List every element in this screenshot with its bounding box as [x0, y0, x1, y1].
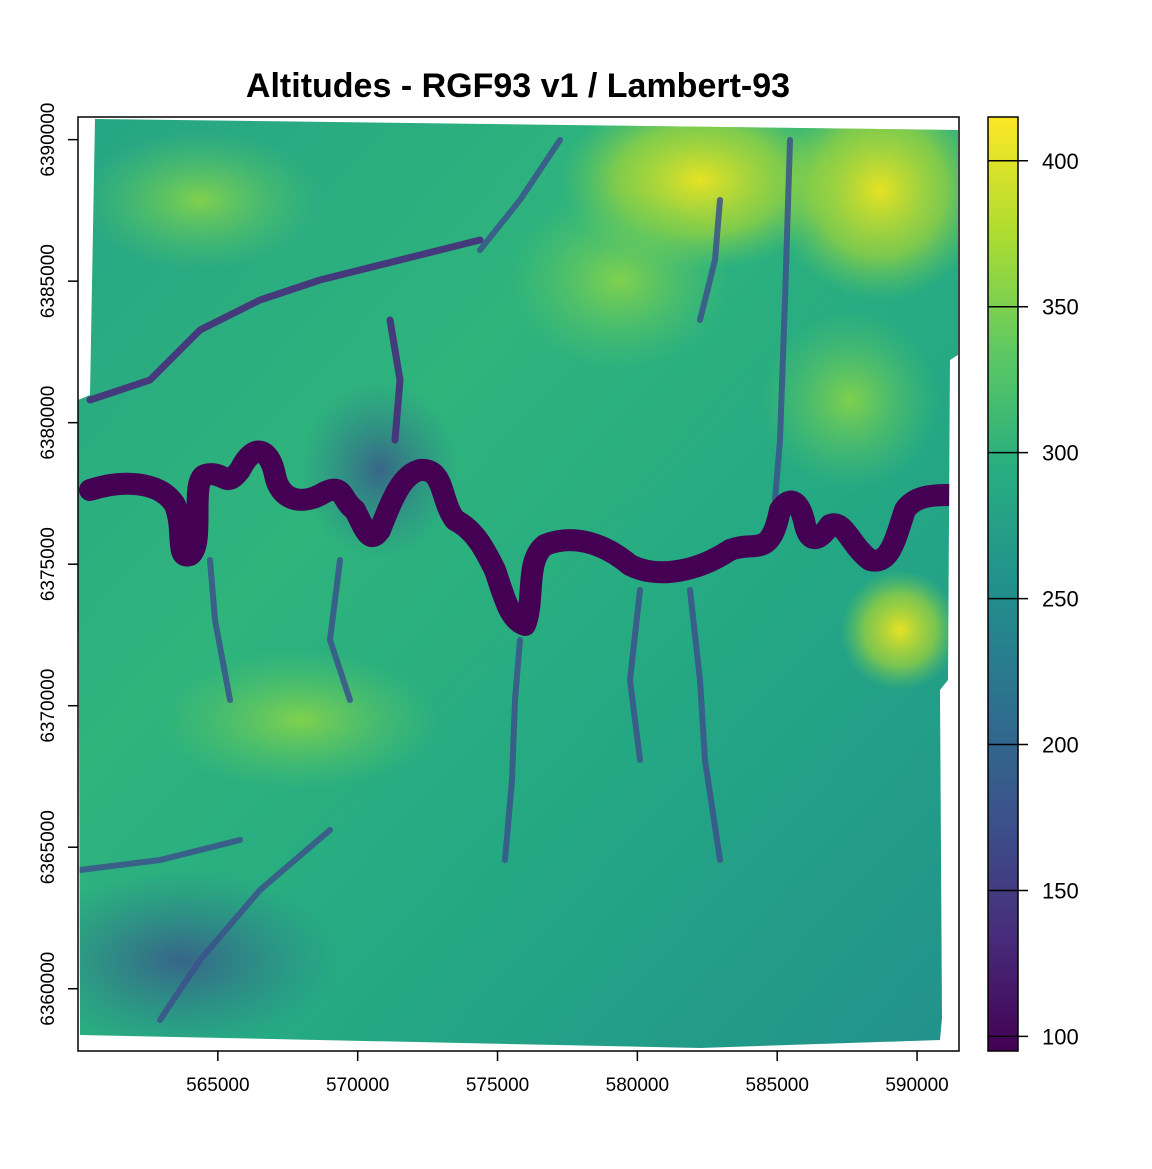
y-tick-label: 6365000 [38, 810, 59, 884]
x-axis: 565000 570000 575000 580000 585000 590000 [186, 1051, 949, 1096]
x-tick-label: 575000 [466, 1075, 529, 1096]
colorbar-legend: 100 150 200 250 300 350 400 [987, 116, 1079, 1052]
chart-title: Altitudes - RGF93 v1 / Lambert-93 [246, 67, 790, 105]
legend-tick-label: 350 [1042, 295, 1079, 320]
colorbar [987, 116, 1019, 1052]
y-tick-label: 6385000 [38, 244, 59, 318]
y-tick-label: 6370000 [38, 669, 59, 743]
x-tick-label: 590000 [885, 1075, 948, 1096]
y-tick-label: 6380000 [38, 386, 59, 460]
x-tick-label: 570000 [326, 1075, 389, 1096]
legend-tick-label: 300 [1042, 441, 1079, 466]
legend-tick-label: 400 [1042, 149, 1079, 174]
x-tick-label: 580000 [606, 1075, 669, 1096]
legend-tick-label: 100 [1042, 1024, 1079, 1049]
x-tick-label: 585000 [746, 1075, 809, 1096]
y-tick-label: 6360000 [38, 952, 59, 1026]
x-tick-label: 565000 [186, 1075, 249, 1096]
legend-tick-label: 150 [1042, 878, 1079, 903]
legend-tick-label: 200 [1042, 733, 1079, 758]
legend-tick-label: 250 [1042, 587, 1079, 612]
plot-frame [77, 116, 960, 1052]
elevation-raster [78, 119, 958, 1048]
y-tick-label: 6390000 [38, 103, 59, 177]
y-tick-label: 6375000 [38, 527, 59, 601]
y-axis: 6360000 6365000 6370000 6375000 6380000 63850… [38, 103, 78, 1026]
